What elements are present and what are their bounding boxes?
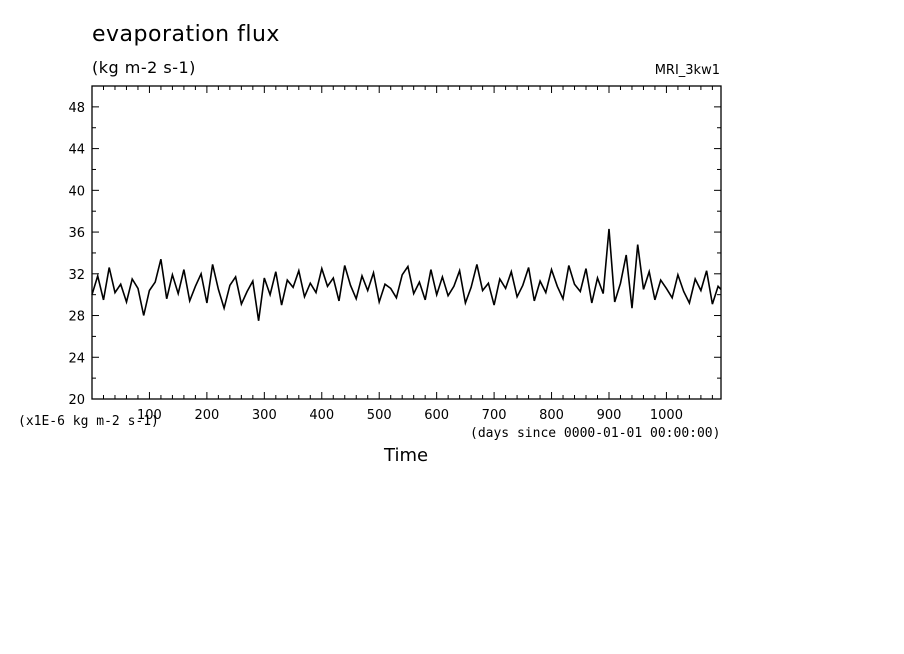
x-tick-label: 800 (539, 408, 564, 423)
x-tick-label: 600 (424, 408, 449, 423)
y-units-label: (kg m-2 s-1) (92, 58, 196, 77)
y-tick-label: 32 (68, 268, 85, 283)
x-tick-label: 200 (194, 408, 219, 423)
x-axis-label: Time (384, 445, 429, 466)
y-tick-label: 48 (68, 101, 85, 116)
y-tick-label: 36 (68, 226, 85, 241)
x-tick-label: 500 (367, 408, 392, 423)
series-line (91, 228, 722, 321)
y-tick-label: 28 (68, 310, 85, 325)
x-tick-label: 400 (309, 408, 334, 423)
model-label: MRI_3kw1 (654, 63, 720, 78)
scale-note: (x1E-6 kg m-2 s-1) (18, 414, 159, 429)
y-ticks: 20 24 28 32 36 40 44 48 (68, 85, 721, 408)
y-tick-label: 24 (68, 351, 85, 366)
x-tick-label: 900 (597, 408, 622, 423)
x-ticks: 100 200 300 400 500 600 700 800 900 1000 (102, 86, 713, 423)
x-tick-label: 1000 (650, 408, 683, 423)
chart-title: evaporation flux (92, 22, 280, 47)
plot-frame (91, 85, 722, 400)
y-tick-label: 44 (68, 143, 85, 158)
x-tick-label: 100 (137, 408, 162, 423)
x-tick-label: 300 (252, 408, 277, 423)
x-tick-label: 700 (482, 408, 507, 423)
y-tick-label: 40 (68, 184, 85, 199)
x-units-label: (days since 0000-01-01 00:00:00) (470, 426, 721, 441)
y-tick-label: 20 (68, 393, 85, 408)
